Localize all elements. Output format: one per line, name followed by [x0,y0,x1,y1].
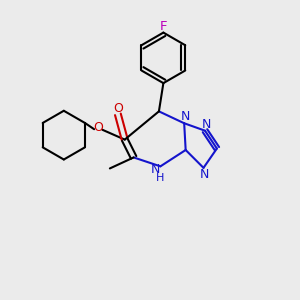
Text: N: N [200,168,209,181]
Text: H: H [156,172,165,183]
Text: N: N [150,164,160,176]
Text: N: N [180,110,190,123]
Text: O: O [113,103,123,116]
Text: N: N [202,118,211,130]
Text: F: F [160,20,167,33]
Text: O: O [93,121,103,134]
